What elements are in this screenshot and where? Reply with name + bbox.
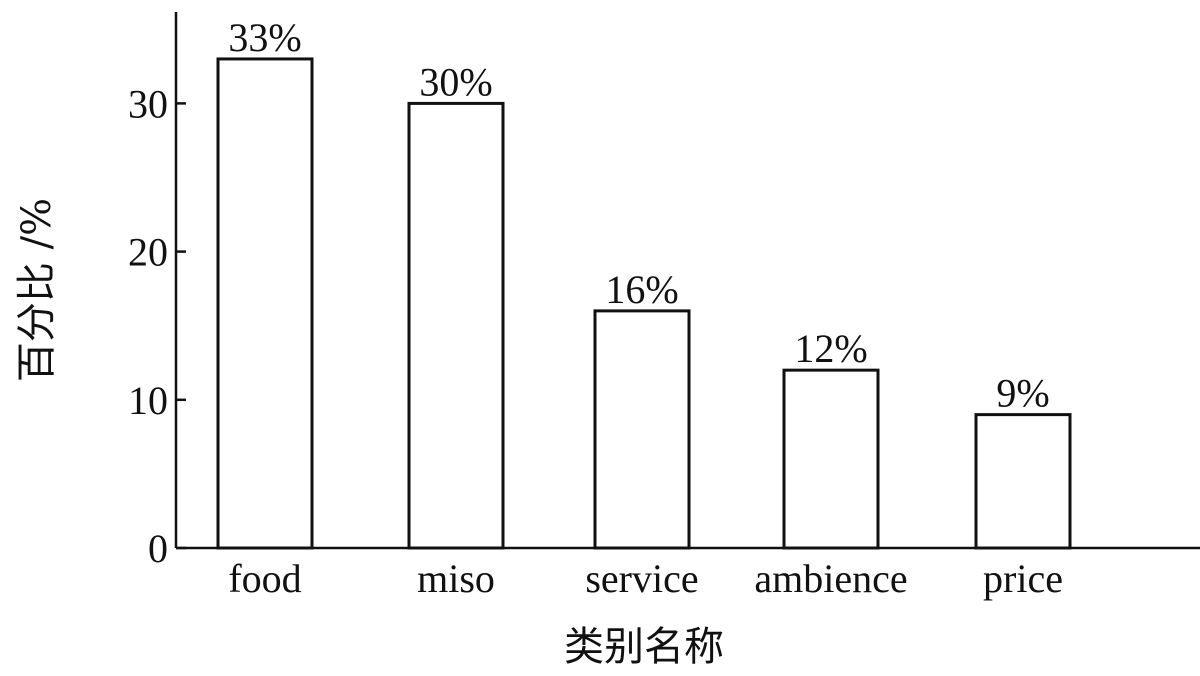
x-tick-label-ambience: ambience	[754, 556, 907, 601]
value-label-food: 33%	[228, 15, 301, 60]
y-axis-title: 百分比 /%	[14, 198, 60, 382]
bars-group	[216, 57, 1072, 550]
y-tick-label-0: 0	[148, 526, 168, 571]
y-tick-label-20: 20	[128, 230, 168, 275]
y-tick-label-10: 10	[128, 378, 168, 423]
value-label-miso: 30%	[419, 59, 492, 104]
x-tick-label-miso: miso	[417, 556, 495, 601]
x-tick-label-service: service	[585, 556, 698, 601]
y-tick-label-30: 30	[128, 81, 168, 126]
x-tick-label-price: price	[983, 556, 1063, 601]
bar-service	[593, 309, 691, 550]
bar-ambience	[782, 368, 880, 550]
x-tick-label-food: food	[228, 556, 301, 601]
x-category-labels-group: food miso service ambience price	[228, 556, 1063, 601]
value-label-service: 16%	[605, 267, 678, 312]
value-label-ambience: 12%	[794, 326, 867, 371]
bar-price	[974, 413, 1072, 550]
x-axis-title: 类别名称	[564, 624, 724, 670]
bar-miso	[407, 101, 505, 550]
y-ticks-group: 0 10 20 30	[128, 81, 186, 571]
value-labels-group: 33% 30% 16% 12% 9%	[228, 15, 1049, 416]
bar-food	[216, 57, 314, 550]
value-label-price: 9%	[996, 371, 1049, 416]
